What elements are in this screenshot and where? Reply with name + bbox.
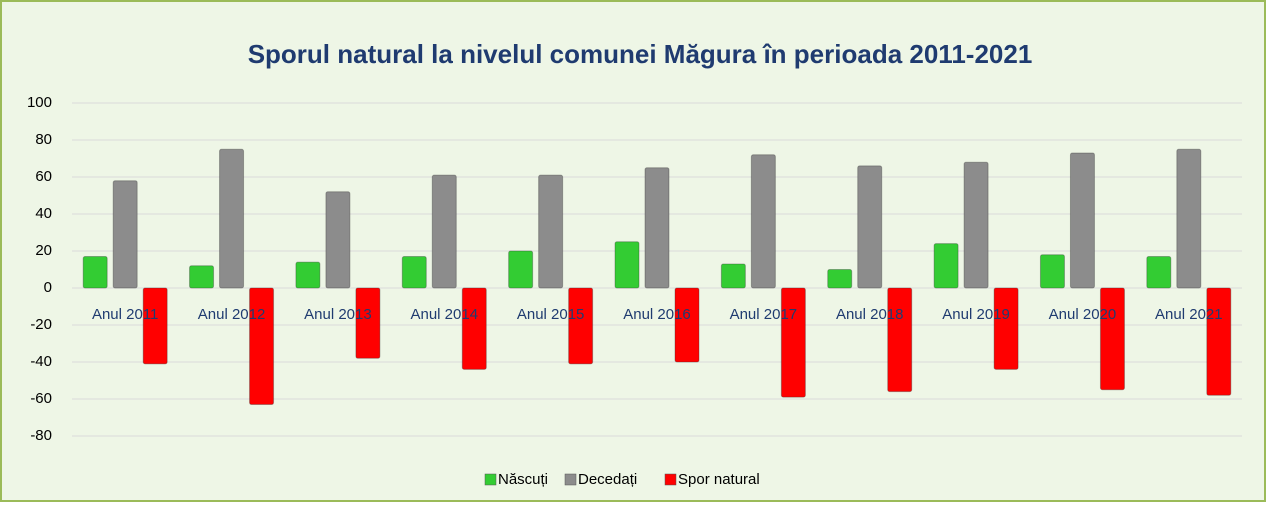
bar [142,287,168,365]
bar [295,261,321,289]
legend-label: Spor natural [678,471,760,488]
x-tick-label: Anul 2014 [410,306,478,323]
bar [827,269,853,289]
chart-title: Sporul natural la nivelul comunei Măgura… [248,39,1033,69]
bar [325,191,351,289]
bar [1099,287,1125,391]
y-tick-label: 20 [35,242,52,259]
legend-label: Decedați [578,471,637,488]
bar [431,174,457,289]
bar [933,243,959,289]
y-tick-label: -40 [30,353,52,370]
bar [720,263,746,289]
y-tick-label: -60 [30,390,52,407]
bar [538,174,564,289]
bar [963,161,989,289]
bar [993,287,1019,370]
bar [461,287,487,370]
bar [82,256,108,289]
bar [189,265,215,289]
y-tick-label: 100 [27,94,52,111]
x-tick-label: Anul 2016 [623,306,691,323]
bar [1176,148,1202,289]
x-tick-label: Anul 2012 [198,306,266,323]
bar [249,287,275,406]
x-tick-label: Anul 2017 [730,306,798,323]
y-tick-label: 80 [35,131,52,148]
bar [568,287,594,365]
x-tick-label: Anul 2021 [1155,306,1223,323]
x-tick-label: Anul 2020 [1049,306,1117,323]
bar [401,256,427,289]
bar [614,241,640,289]
bar [219,148,245,289]
x-tick-label: Anul 2013 [304,306,372,323]
bar [112,180,138,289]
bar [1146,256,1172,289]
y-tick-label: 60 [35,168,52,185]
legend-swatch [484,473,497,486]
bar [1039,254,1065,289]
bar [644,167,670,289]
legend-swatch [664,473,677,486]
x-tick-label: Anul 2018 [836,306,904,323]
bar [508,250,534,289]
x-tick-label: Anul 2019 [942,306,1010,323]
y-tick-label: 40 [35,205,52,222]
bar [857,165,883,289]
y-tick-label: 0 [44,279,52,296]
x-tick-label: Anul 2015 [517,306,585,323]
y-tick-label: -20 [30,316,52,333]
bar [674,287,700,363]
legend-label: Născuți [498,471,548,488]
bar [887,287,913,393]
bar [1069,152,1095,289]
y-tick-label: -80 [30,427,52,444]
legend-swatch [564,473,577,486]
bar [355,287,381,359]
bar [1206,287,1232,396]
bar [750,154,776,289]
x-tick-label: Anul 2011 [92,306,158,323]
bar [780,287,806,398]
